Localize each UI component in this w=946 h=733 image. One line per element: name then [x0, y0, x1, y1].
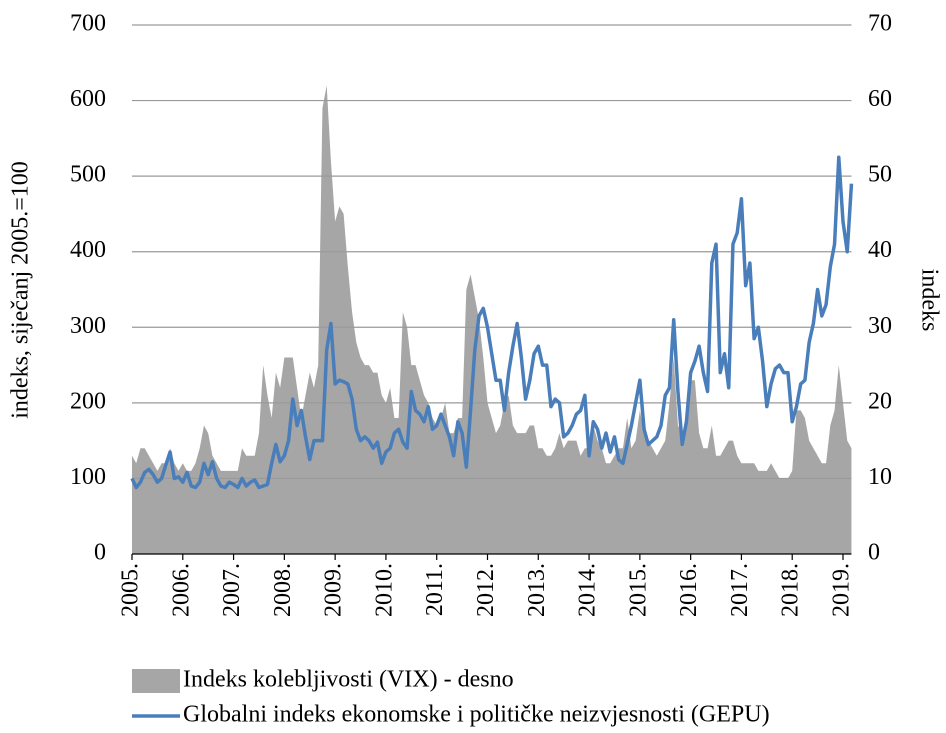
- line: [130, 155, 854, 490]
- x-tick-label: 2012.: [473, 563, 499, 617]
- y2-tick-label: 40: [868, 237, 892, 263]
- x-tick-label: 2005.: [118, 563, 144, 617]
- y2-tick-label: 70: [868, 11, 892, 37]
- y2-tick-label: 60: [868, 86, 892, 112]
- x-tick-label: 2016.: [676, 563, 702, 617]
- x-tick-label: 2011.: [422, 563, 448, 616]
- x-tick-label: 2009.: [321, 563, 347, 617]
- x-tick-label: 2010.: [371, 563, 397, 617]
- x-tick-label: 2014.: [575, 563, 601, 617]
- x-tick-label: 2019.: [829, 563, 855, 617]
- y-tick-label: 600: [70, 86, 106, 112]
- x-tick-label: 2013.: [524, 563, 550, 617]
- y-tick-label: 200: [70, 388, 106, 414]
- legend-label: Globalni indeks ekonomske i političke ne…: [183, 702, 770, 728]
- y2-tick-label: 10: [868, 464, 892, 490]
- y2-tick-label: 50: [868, 162, 892, 188]
- legend-label: Indeks kolebljivosti (VIX) - desno: [183, 667, 514, 693]
- y2-tick-label: 20: [868, 388, 892, 414]
- x-tick-label: 2008.: [270, 563, 296, 617]
- x-tick-label: 2015.: [625, 563, 651, 617]
- x-tick-label: 2007.: [219, 563, 245, 617]
- x-tick-label: 2006.: [168, 563, 194, 617]
- y-tick-label: 400: [70, 237, 106, 263]
- y-tick-label: 100: [70, 464, 106, 490]
- y-tick-label: 500: [70, 162, 106, 188]
- y-axis-title: indeks, siječanj 2005.=100: [8, 161, 34, 419]
- y-tick-label: 300: [70, 313, 106, 339]
- y-tick-label: 700: [70, 11, 106, 37]
- y2-axis-title: indeks: [916, 269, 942, 332]
- legend-swatch: [132, 669, 180, 693]
- y2-tick-label: 0: [868, 540, 880, 566]
- y-tick-label: 0: [94, 540, 106, 566]
- y2-tick-label: 30: [868, 313, 892, 339]
- x-tick-label: 2018.: [778, 563, 804, 617]
- area: [132, 85, 852, 555]
- x-tick-label: 2017.: [727, 563, 753, 617]
